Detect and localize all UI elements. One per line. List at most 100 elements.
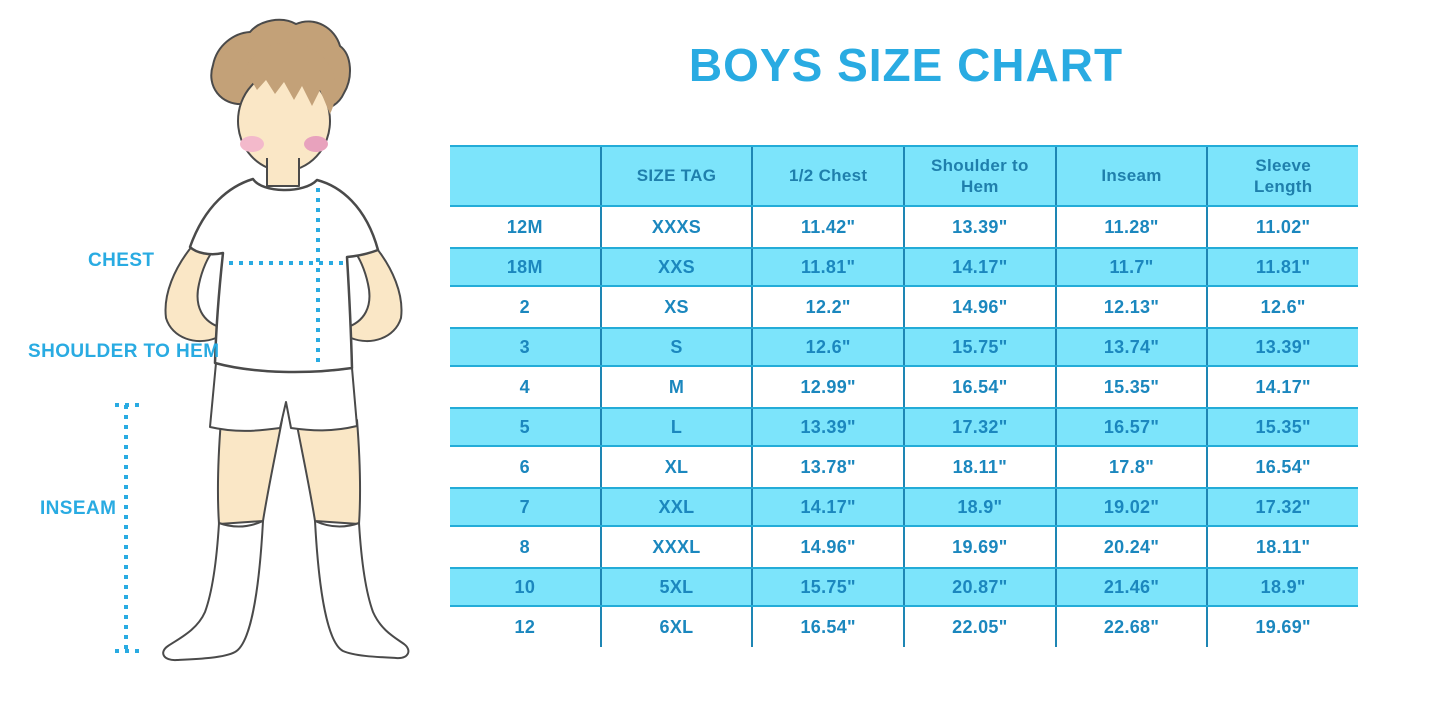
table-cell: 7 bbox=[519, 496, 530, 517]
table-row: 3 S 12.6" 15.75" 13.74" 13.39" bbox=[450, 327, 1358, 367]
table-cell: 19.69" bbox=[1206, 607, 1358, 647]
table-cell: 12M bbox=[506, 216, 543, 237]
table-cell: 13.78" bbox=[751, 447, 903, 487]
table-cell: S bbox=[599, 329, 752, 365]
table-cell: 14.17" bbox=[903, 249, 1055, 285]
table-cell: 6XL bbox=[599, 607, 752, 647]
table-row: 2 XS 12.2" 14.96" 12.13" 12.6" bbox=[450, 287, 1358, 327]
table-cell: 12.6" bbox=[751, 329, 903, 365]
blush-left-icon bbox=[240, 136, 264, 152]
table-cell: 17.32" bbox=[903, 409, 1055, 445]
table-cell: 11.02" bbox=[1206, 207, 1358, 247]
chest-label: CHEST bbox=[88, 250, 155, 271]
table-cell: 20.24" bbox=[1054, 527, 1207, 567]
table-cell: XL bbox=[599, 447, 752, 487]
table-cell: 3 bbox=[519, 336, 530, 357]
table-cell: 15.75" bbox=[751, 569, 903, 605]
table-row: 12 6XL 16.54" 22.05" 22.68" 19.69" bbox=[450, 607, 1358, 647]
table-cell: 22.05" bbox=[903, 607, 1055, 647]
table-cell: XXS bbox=[599, 249, 752, 285]
table-cell: 15.35" bbox=[1206, 409, 1358, 445]
table-row: 4 M 12.99" 16.54" 15.35" 14.17" bbox=[450, 367, 1358, 407]
page-title: BOYS SIZE CHART bbox=[688, 39, 1124, 91]
table-cell: XXL bbox=[599, 489, 752, 525]
table-row: 6 XL 13.78" 18.11" 17.8" 16.54" bbox=[450, 447, 1358, 487]
sock-right bbox=[314, 520, 410, 660]
arm-right bbox=[344, 244, 403, 343]
table-cell: XS bbox=[599, 287, 752, 327]
table-cell: 16.54" bbox=[751, 607, 903, 647]
table-cell: 13.39" bbox=[751, 409, 903, 445]
table-cell: 4 bbox=[519, 376, 530, 397]
table-cell: 12.2" bbox=[751, 287, 903, 327]
column-header: Inseam bbox=[1054, 147, 1207, 205]
shoulder-to-hem-label: SHOULDER TO HEM bbox=[28, 341, 220, 362]
column-header: 1/2 Chest bbox=[751, 147, 903, 205]
table-cell: 16.54" bbox=[903, 367, 1055, 407]
table-cell: 13.39" bbox=[1206, 329, 1358, 365]
table-cell: 12 bbox=[514, 616, 536, 637]
leg-right bbox=[295, 419, 362, 525]
table-row: 10 5XL 15.75" 20.87" 21.46" 18.9" bbox=[450, 567, 1358, 607]
column-header: SIZE TAG bbox=[599, 147, 752, 205]
table-cell: 12.99" bbox=[751, 367, 903, 407]
table-cell: 15.75" bbox=[903, 329, 1055, 365]
neck bbox=[266, 158, 300, 187]
table-cell: 22.68" bbox=[1054, 607, 1207, 647]
table-cell: 14.17" bbox=[1206, 367, 1358, 407]
shirt bbox=[188, 177, 380, 374]
arm-left bbox=[164, 244, 223, 343]
table-cell: 13.74" bbox=[1054, 329, 1207, 365]
column-header: Shoulder to Hem bbox=[903, 147, 1055, 205]
size-table: SIZE TAG 1/2 Chest Shoulder to Hem Inseam Sl… bbox=[450, 145, 1358, 647]
table-cell: 20.87" bbox=[903, 569, 1055, 605]
table-cell: 17.8" bbox=[1054, 447, 1207, 487]
column-header: Sleeve Length bbox=[1206, 147, 1358, 205]
table-cell: 18.11" bbox=[1206, 527, 1358, 567]
table-cell: 11.7" bbox=[1054, 249, 1207, 285]
column-header bbox=[450, 147, 600, 205]
table-cell: 14.17" bbox=[751, 489, 903, 525]
measurement-lines bbox=[115, 188, 344, 653]
table-cell: 2 bbox=[519, 296, 530, 317]
table-cell: 18.9" bbox=[1206, 569, 1358, 605]
table-cell: 18.11" bbox=[903, 447, 1055, 487]
table-cell: 16.54" bbox=[1206, 447, 1358, 487]
table-cell: 14.96" bbox=[751, 527, 903, 567]
table-cell: 15.35" bbox=[1054, 367, 1207, 407]
table-cell: 12.6" bbox=[1206, 287, 1358, 327]
table-cell: 18M bbox=[506, 256, 543, 277]
table-cell: 21.46" bbox=[1054, 569, 1207, 605]
sock-left bbox=[162, 520, 264, 662]
shorts bbox=[209, 362, 358, 432]
table-cell: XXXS bbox=[599, 207, 752, 247]
table-cell: 17.32" bbox=[1206, 489, 1358, 525]
table-cell: 11.81" bbox=[751, 249, 903, 285]
table-cell: 18.9" bbox=[903, 489, 1055, 525]
table-cell: 5 bbox=[519, 416, 530, 437]
inseam-label: INSEAM bbox=[40, 498, 117, 519]
table-cell: 5XL bbox=[599, 569, 752, 605]
table-row: 5 L 13.39" 17.32" 16.57" 15.35" bbox=[450, 407, 1358, 447]
table-cell: 11.81" bbox=[1206, 249, 1358, 285]
hair-fringe bbox=[242, 42, 336, 114]
table-header-row: SIZE TAG 1/2 Chest Shoulder to Hem Inseam Sl… bbox=[450, 145, 1358, 207]
table-cell: 12.13" bbox=[1054, 287, 1207, 327]
table-row: 12M XXXS 11.42" 13.39" 11.28" 11.02" bbox=[450, 207, 1358, 247]
table-cell: M bbox=[599, 367, 752, 407]
table-cell: 19.02" bbox=[1054, 489, 1207, 525]
table-cell: L bbox=[599, 409, 752, 445]
table-cell: 11.28" bbox=[1054, 207, 1207, 247]
table-row: 7 XXL 14.17" 18.9" 19.02" 17.32" bbox=[450, 487, 1358, 527]
table-cell: 6 bbox=[519, 456, 530, 477]
table-cell: 13.39" bbox=[903, 207, 1055, 247]
table-cell: 14.96" bbox=[903, 287, 1055, 327]
leg-left bbox=[216, 419, 283, 525]
boy-illustration bbox=[115, 18, 410, 662]
blush-right-icon bbox=[304, 136, 328, 152]
table-row: 18M XXS 11.81" 14.17" 11.7" 11.81" bbox=[450, 247, 1358, 287]
table-cell: 19.69" bbox=[903, 527, 1055, 567]
boy-measurement-figure: CHEST SHOULDER TO HEM INSEAM bbox=[0, 0, 450, 723]
table-cell: 8 bbox=[519, 536, 530, 557]
table-row: 8 XXXL 14.96" 19.69" 20.24" 18.11" bbox=[450, 527, 1358, 567]
